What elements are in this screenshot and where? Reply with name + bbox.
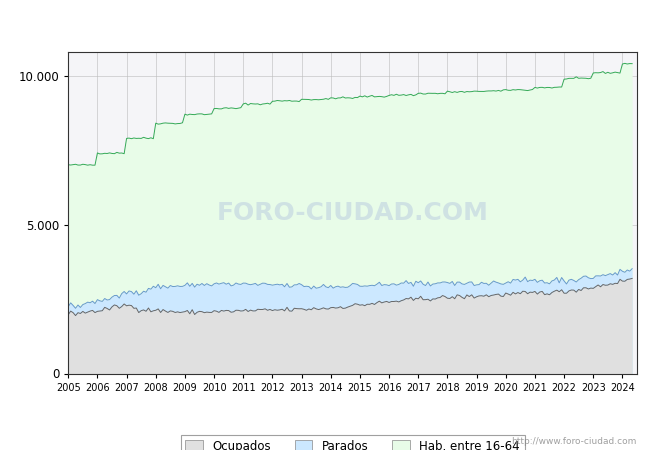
Text: Alpedrete - Evolucion de la poblacion en edad de Trabajar Mayo de 2024: Alpedrete - Evolucion de la poblacion en… <box>83 17 567 30</box>
Legend: Ocupados, Parados, Hab. entre 16-64: Ocupados, Parados, Hab. entre 16-64 <box>181 435 525 450</box>
Text: http://www.foro-ciudad.com: http://www.foro-ciudad.com <box>512 436 637 446</box>
Text: FORO-CIUDAD.COM: FORO-CIUDAD.COM <box>216 201 489 225</box>
